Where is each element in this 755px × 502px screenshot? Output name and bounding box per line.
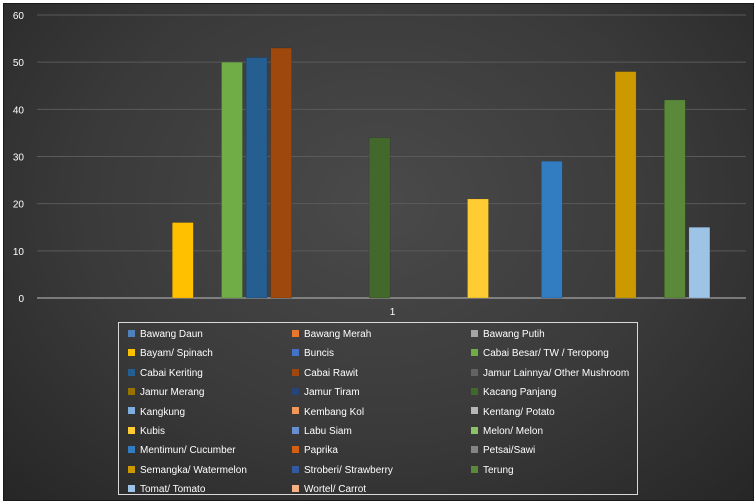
legend-swatch — [471, 426, 478, 434]
bar — [664, 99, 686, 299]
bar — [467, 198, 489, 299]
legend-swatch — [292, 388, 299, 396]
legend-label: Semangka/ Watermelon — [140, 464, 247, 476]
legend-item: Kentang/ Potato — [471, 406, 555, 420]
legend-swatch — [128, 329, 135, 337]
legend-swatch — [471, 329, 478, 337]
y-tick-label: 20 — [13, 200, 25, 211]
legend-label: Stroberi/ Strawberry — [304, 464, 393, 476]
legend-item: Jamur Tiram — [292, 386, 360, 400]
legend-swatch — [128, 426, 135, 434]
legend-swatch — [292, 368, 299, 376]
legend-item: Tomat/ Tomato — [128, 483, 205, 497]
legend-item: Kembang Kol — [292, 406, 364, 420]
y-tick-label: 40 — [13, 105, 25, 116]
y-tick-label: 50 — [13, 58, 25, 69]
legend-swatch — [292, 426, 299, 434]
legend-item: Mentimun/ Cucumber — [128, 444, 236, 458]
legend: Bawang Daun Bawang Merah Bawang Putih Bayam… — [118, 322, 638, 495]
y-tick-label: 0 — [18, 294, 24, 305]
bar — [541, 160, 563, 299]
legend-label: Kembang Kol — [304, 406, 365, 418]
legend-item: Kacang Panjang — [471, 386, 556, 400]
legend-swatch — [128, 485, 135, 493]
legend-label: Terung — [483, 464, 514, 476]
legend-swatch — [292, 329, 299, 337]
legend-swatch — [471, 388, 478, 396]
legend-swatch — [471, 407, 478, 415]
legend-item: Stroberi/ Strawberry — [292, 464, 393, 478]
y-tick-label: 60 — [13, 11, 25, 22]
legend-swatch — [128, 407, 135, 415]
legend-swatch — [471, 368, 478, 376]
legend-label: Kentang/ Potato — [483, 406, 555, 418]
legend-swatch — [292, 407, 299, 415]
legend-swatch — [471, 465, 478, 473]
legend-item: Jamur Merang — [128, 386, 204, 400]
legend-swatch — [128, 465, 135, 473]
legend-item: Terung — [471, 464, 514, 478]
legend-item: Buncis — [292, 347, 334, 361]
legend-label: Paprika — [304, 445, 338, 457]
bar — [172, 222, 194, 299]
legend-item: Kangkung — [128, 406, 185, 420]
legend-item: Semangka/ Watermelon — [128, 464, 247, 478]
legend-label: Bawang Putih — [483, 329, 545, 340]
legend-label: Jamur Tiram — [304, 387, 360, 399]
bar — [221, 61, 243, 299]
legend-swatch — [471, 349, 478, 357]
legend-swatch — [128, 388, 135, 396]
bar — [245, 57, 268, 299]
legend-swatch — [128, 446, 135, 454]
legend-swatch — [471, 446, 478, 454]
legend-label: Labu Siam — [304, 426, 352, 437]
legend-label: Cabai Keriting — [140, 367, 203, 379]
legend-label: Wortel/ Carrot — [304, 484, 367, 496]
y-tick-label: 10 — [13, 247, 25, 258]
legend-label: Mentimun/ Cucumber — [140, 445, 236, 457]
y-tick-label: 30 — [13, 153, 25, 164]
legend-label: Bawang Merah — [304, 329, 372, 340]
legend-item: Kubis — [128, 425, 165, 439]
legend-label: Bawang Daun — [140, 329, 203, 340]
legend-item: Paprika — [292, 444, 338, 458]
bar — [368, 137, 391, 299]
legend-item: Bawang Putih — [471, 328, 545, 342]
legend-label: Cabai Rawit — [304, 367, 358, 379]
x-category-label: 1 — [390, 307, 396, 318]
legend-swatch — [128, 349, 135, 357]
legend-item: Melon/ Melon — [471, 425, 543, 439]
legend-item: Wortel/ Carrot — [292, 483, 366, 497]
bar — [688, 227, 711, 299]
legend-label: Kacang Panjang — [483, 387, 557, 399]
legend-item: Petsai/Sawi — [471, 444, 535, 458]
bar — [614, 71, 637, 299]
legend-item: Cabai Rawit — [292, 367, 358, 381]
legend-swatch — [292, 465, 299, 473]
legend-item: Bawang Daun — [128, 328, 203, 342]
bar — [270, 47, 292, 299]
legend-label: Tomat/ Tomato — [140, 484, 206, 496]
legend-label: Melon/ Melon — [483, 426, 544, 437]
legend-swatch — [292, 349, 299, 357]
legend-label: Jamur Lainnya/ Other Mushroom — [483, 367, 630, 379]
legend-label: Jamur Merang — [140, 387, 205, 399]
legend-item: Cabai Besar/ TW / Teropong — [471, 347, 609, 361]
legend-swatch — [292, 485, 299, 493]
legend-label: Kubis — [140, 426, 166, 437]
legend-item: Bayam/ Spinach — [128, 347, 213, 361]
legend-swatch — [292, 446, 299, 454]
legend-item: Jamur Lainnya/ Other Mushroom — [471, 367, 629, 381]
legend-item: Cabai Keriting — [128, 367, 203, 381]
legend-label: Kangkung — [140, 406, 186, 418]
legend-label: Buncis — [304, 348, 335, 360]
legend-label: Cabai Besar/ TW / Teropong — [483, 348, 609, 360]
legend-item: Bawang Merah — [292, 328, 371, 342]
legend-swatch — [128, 368, 135, 376]
legend-item: Labu Siam — [292, 425, 352, 439]
legend-label: Petsai/Sawi — [483, 445, 536, 457]
legend-label: Bayam/ Spinach — [140, 348, 213, 360]
